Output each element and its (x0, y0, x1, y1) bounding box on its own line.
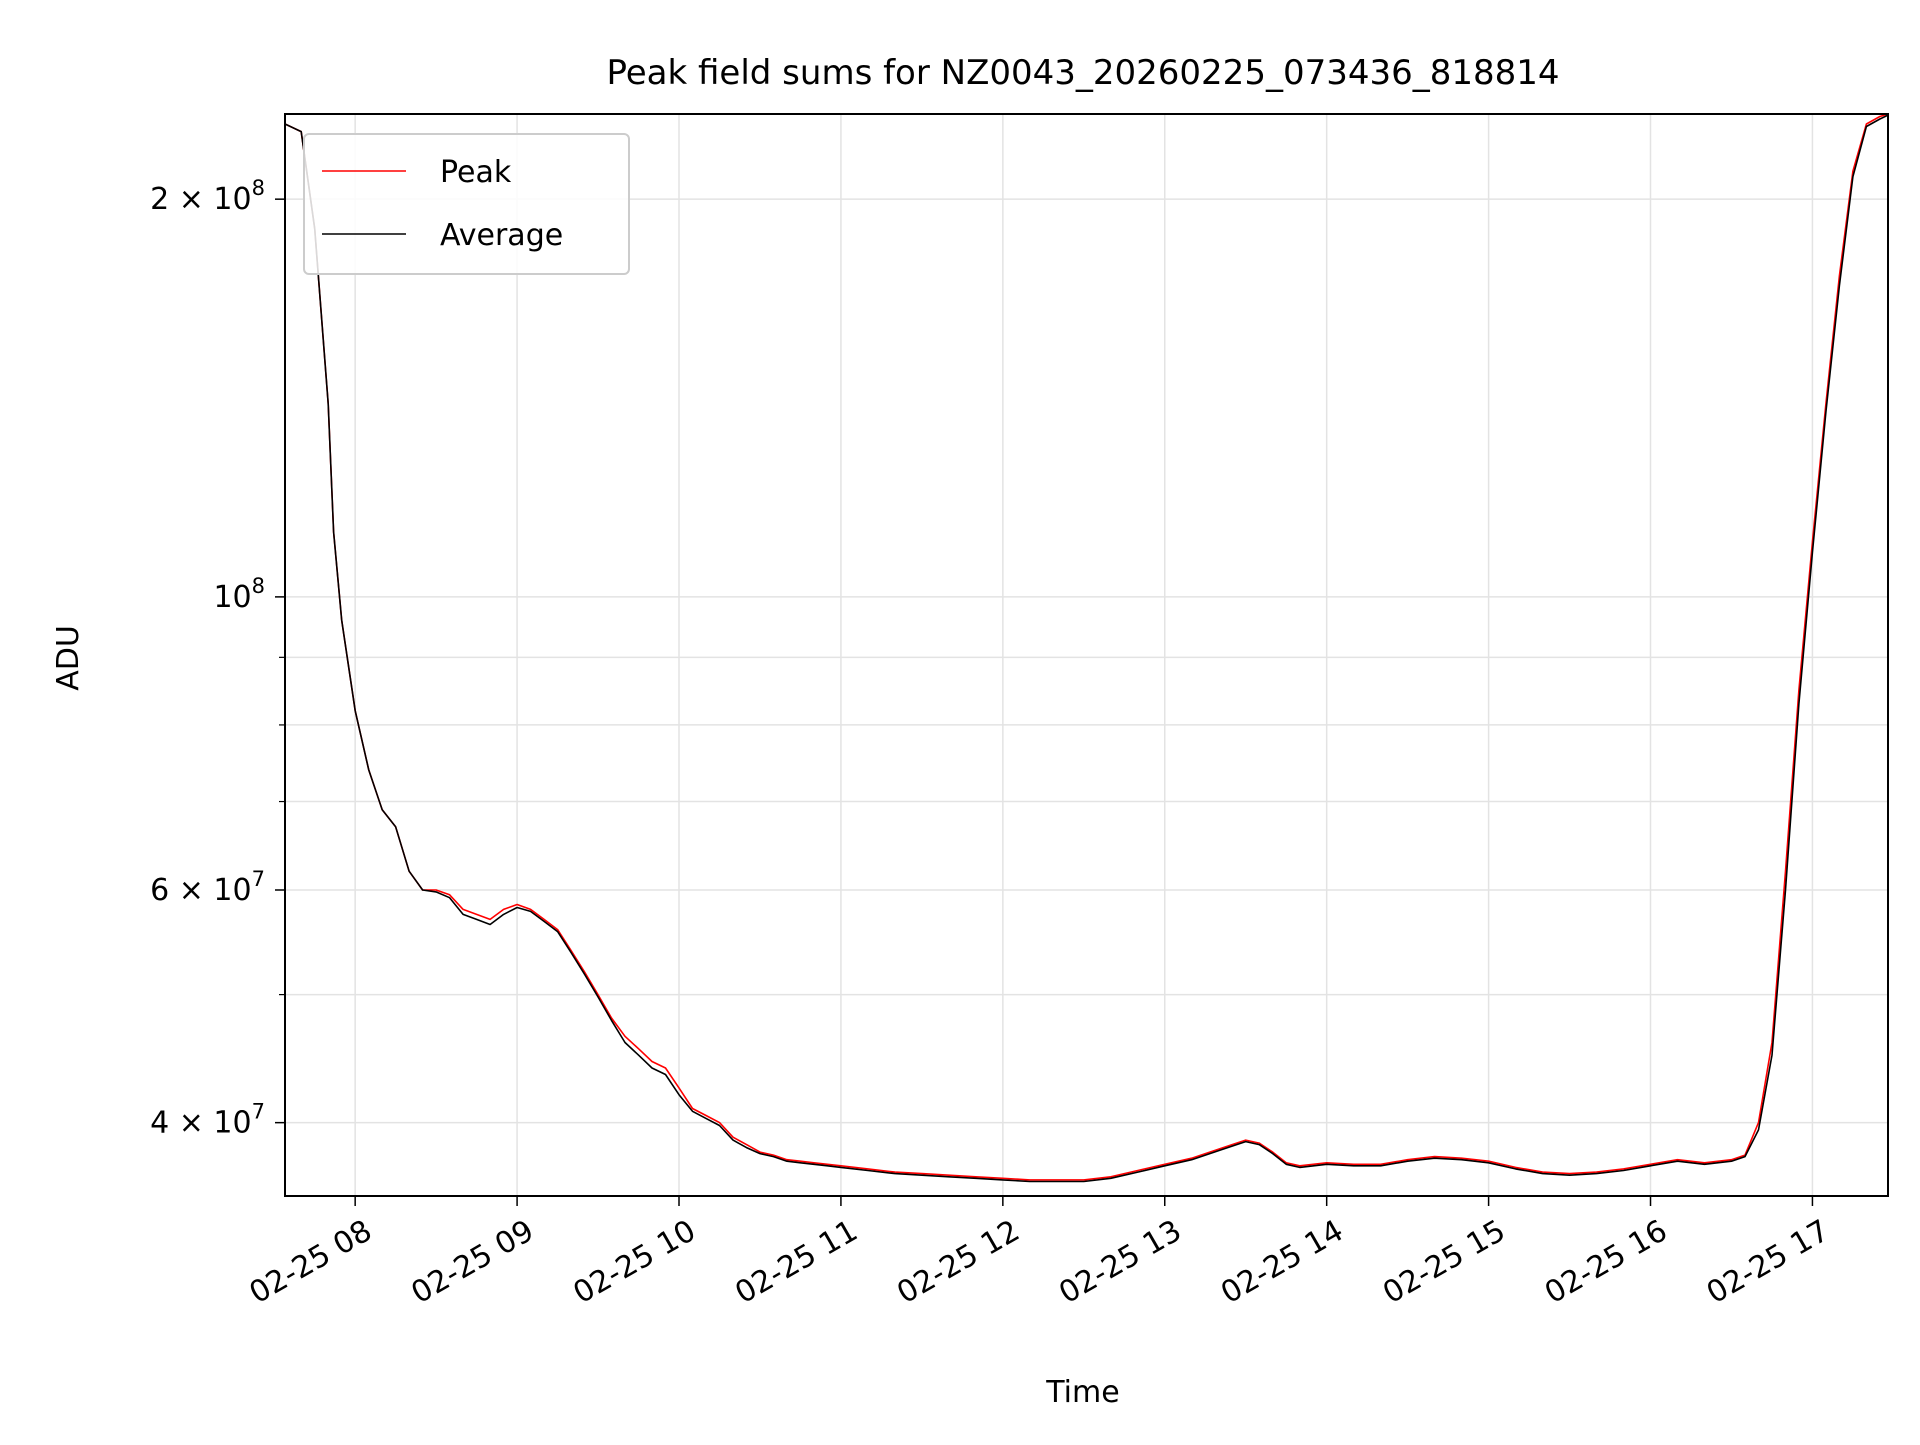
legend: Peak Average (303, 133, 630, 275)
legend-label-peak: Peak (440, 155, 512, 190)
plot-frame (284, 113, 1889, 1197)
y-tick-label: 108 (213, 574, 265, 615)
chart-title: Peak field sums for NZ0043_20260225_0734… (606, 53, 1559, 93)
y-axis-label: ADU (51, 625, 86, 691)
legend-label-average: Average (440, 218, 563, 253)
series-lines (284, 113, 1889, 1183)
x-axis-label: Time (1045, 1375, 1119, 1410)
series-line-peak (284, 113, 1889, 1181)
grid (285, 114, 1888, 1196)
y-tick-label: 2 × 108 (150, 176, 265, 217)
y-tick-label: 6 × 107 (150, 867, 265, 908)
series-line-average (284, 114, 1889, 1183)
y-tick-label: 4 × 107 (150, 1100, 265, 1141)
legend-box (303, 133, 630, 275)
